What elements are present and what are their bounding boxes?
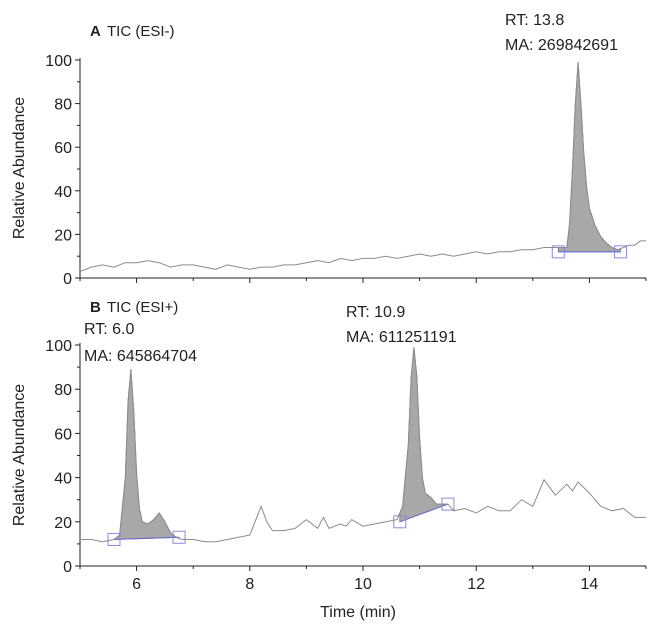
panel-b-peak-1-area (112, 369, 180, 540)
panel-b-peak-2-area (399, 347, 449, 523)
panel-a-y-tick-label: 20 (54, 227, 72, 244)
panel-b-peak-1-rt: RT: 6.0 (84, 321, 135, 338)
panel-b-peak-2-marker-start (393, 515, 407, 529)
panel-b-y-tick-label: 0 (63, 559, 72, 576)
panel-b-y-tick-label: 100 (45, 338, 72, 355)
panel-a-y-tick-label: 60 (54, 140, 72, 157)
panel-a-peak-1-marker-start (551, 245, 565, 259)
panel-b-peak-2-ma: MA: 611251191 (346, 329, 457, 346)
panel-a-y-tick-label: 80 (54, 97, 72, 114)
panel-b-x-tick-label: 14 (581, 576, 599, 593)
panel-a-title: TIC (ESI-) (107, 23, 175, 40)
panel-b-y-tick-label: 20 (54, 515, 72, 532)
panel-b-peak-2-baseline (399, 503, 449, 523)
panel-b-y-tick-label: 40 (54, 471, 72, 488)
panel-b-peak-1-marker-end (172, 530, 186, 544)
panel-b-peak-1-ma: MA: 645864704 (84, 348, 197, 365)
panel-b-y-tick-label: 60 (54, 426, 72, 443)
panel-a: A TIC (ESI-) Relative Abundance 0 20 40 60 8… (11, 12, 647, 288)
panel-b-title: TIC (ESI+) (107, 299, 178, 316)
panel-a-peak-1-area (557, 62, 621, 253)
panel-a-peak-1-marker-end (614, 245, 628, 259)
panel-b-ylabel: Relative Abundance (11, 384, 28, 526)
panel-a-y-tick-label: 0 (63, 271, 72, 288)
panel-a-trace (79, 62, 646, 272)
x-axis-title: Time (min) (320, 604, 396, 621)
panel-a-y-tick-label: 100 (45, 53, 72, 70)
panel-b-x-tick-label: 10 (354, 576, 372, 593)
panel-b-letter: B (90, 299, 101, 316)
panel-b-trace (80, 347, 646, 543)
panel-b-plot: 0 20 40 60 80 100 6 8 10 12 14 (45, 338, 647, 593)
panel-b-y-tick-label: 80 (54, 382, 72, 399)
panel-b-peak-2-rt: RT: 10.9 (346, 304, 405, 321)
panel-b-x-tick-label: 6 (132, 576, 141, 593)
panel-b-peak-1-baseline (113, 536, 180, 540)
panel-a-y-tick-label: 40 (54, 184, 72, 201)
panel-b-x-tick-label: 12 (467, 576, 485, 593)
panel-b-peak-1-marker-start (107, 532, 121, 546)
panel-a-letter: A (90, 23, 101, 40)
panel-b-x-tick-label: 8 (245, 576, 254, 593)
panel-a-ylabel: Relative Abundance (11, 97, 28, 239)
panel-a-peak-1-ma: MA: 269842691 (505, 37, 618, 54)
panel-a-plot: 0 20 40 60 80 100 (45, 53, 647, 288)
panel-a-peak-1-rt: RT: 13.8 (505, 12, 564, 29)
panel-b: B TIC (ESI+) Relative Abundance 0 20 40 60 8… (11, 299, 647, 621)
